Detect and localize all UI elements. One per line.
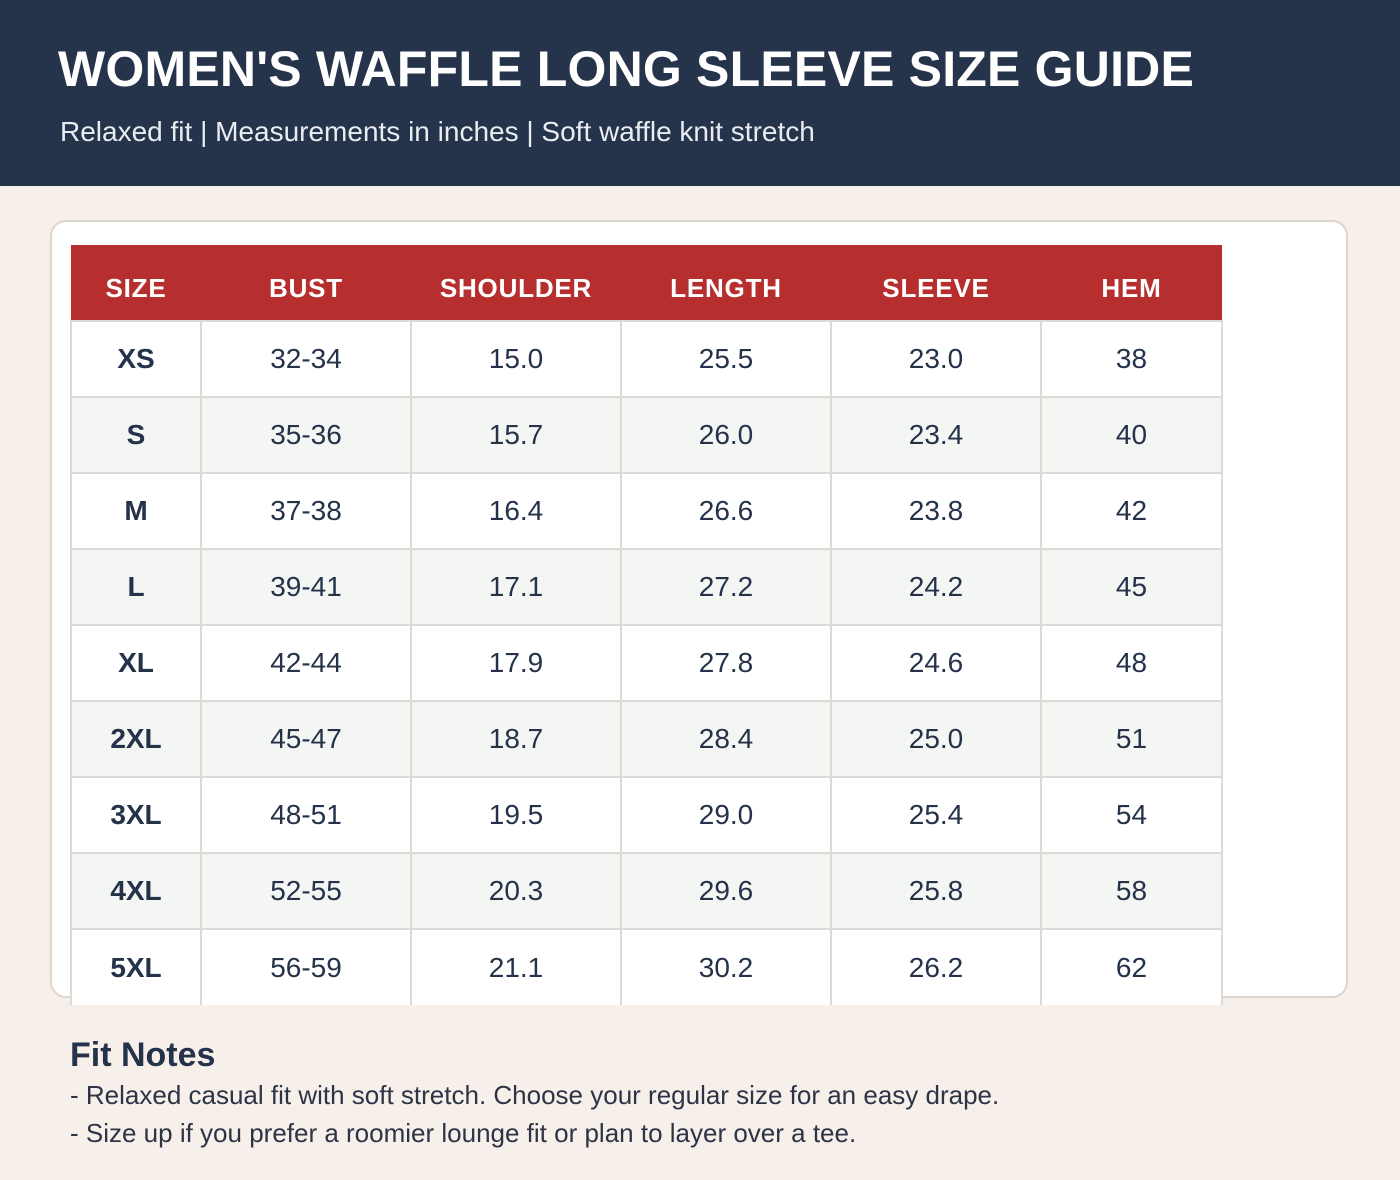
column-header-hem: HEM [1041,245,1222,321]
length-cell: 29.0 [620,776,832,854]
length-cell: 30.2 [620,928,832,1005]
bust-cell: 32-34 [200,320,412,398]
bust-cell: 56-59 [200,928,412,1005]
shoulder-cell: 18.7 [410,700,622,778]
hem-cell: 54 [1040,776,1223,854]
sleeve-cell: 24.2 [830,548,1042,626]
length-cell: 29.6 [620,852,832,930]
length-cell: 27.2 [620,548,832,626]
page-header: WOMEN'S WAFFLE LONG SLEEVE SIZE GUIDE Re… [0,0,1400,186]
hem-cell: 62 [1040,928,1223,1005]
sleeve-cell: 25.8 [830,852,1042,930]
column-header-bust: BUST [201,245,411,321]
hem-cell: 51 [1040,700,1223,778]
table-row: S 35-36 15.7 26.0 23.4 40 [70,396,1223,474]
size-cell: 3XL [70,776,202,854]
sleeve-cell: 25.4 [830,776,1042,854]
length-cell: 26.0 [620,396,832,474]
column-header-sleeve: SLEEVE [831,245,1041,321]
table-header-row: SIZE BUST SHOULDER LENGTH SLEEVE HEM [71,245,1222,321]
table-row: M 37-38 16.4 26.6 23.8 42 [70,472,1223,550]
bust-cell: 37-38 [200,472,412,550]
size-cell: XS [70,320,202,398]
size-cell: 5XL [70,928,202,1005]
fit-notes-title: Fit Notes [70,1036,216,1074]
hem-cell: 45 [1040,548,1223,626]
column-header-shoulder: SHOULDER [411,245,621,321]
hem-cell: 40 [1040,396,1223,474]
length-cell: 28.4 [620,700,832,778]
size-cell: L [70,548,202,626]
table-row: XL 42-44 17.9 27.8 24.6 48 [70,624,1223,702]
sleeve-cell: 23.8 [830,472,1042,550]
bust-cell: 48-51 [200,776,412,854]
bust-cell: 52-55 [200,852,412,930]
size-cell: XL [70,624,202,702]
fit-note-line: - Size up if you prefer a roomier lounge… [70,1118,857,1148]
shoulder-cell: 19.5 [410,776,622,854]
hem-cell: 38 [1040,320,1223,398]
fit-note-line: - Relaxed casual fit with soft stretch. … [70,1080,1000,1110]
size-cell: M [70,472,202,550]
length-cell: 25.5 [620,320,832,398]
table-row: 2XL 45-47 18.7 28.4 25.0 51 [70,700,1223,778]
hem-cell: 42 [1040,472,1223,550]
table-row: XS 32-34 15.0 25.5 23.0 38 [70,320,1223,398]
shoulder-cell: 21.1 [410,928,622,1005]
sleeve-cell: 26.2 [830,928,1042,1005]
fit-notes: Fit Notes - Relaxed casual fit with soft… [70,1034,1330,1152]
hem-cell: 58 [1040,852,1223,930]
shoulder-cell: 16.4 [410,472,622,550]
table-row: 3XL 48-51 19.5 29.0 25.4 54 [70,776,1223,854]
shoulder-cell: 17.9 [410,624,622,702]
shoulder-cell: 15.0 [410,320,622,398]
size-cell: S [70,396,202,474]
column-header-length: LENGTH [621,245,831,321]
length-cell: 27.8 [620,624,832,702]
sleeve-cell: 23.0 [830,320,1042,398]
sleeve-cell: 24.6 [830,624,1042,702]
sleeve-cell: 23.4 [830,396,1042,474]
shoulder-cell: 20.3 [410,852,622,930]
shoulder-cell: 15.7 [410,396,622,474]
bust-cell: 39-41 [200,548,412,626]
sleeve-cell: 25.0 [830,700,1042,778]
table-row: L 39-41 17.1 27.2 24.2 45 [70,548,1223,626]
column-header-size: SIZE [71,245,201,321]
length-cell: 26.6 [620,472,832,550]
page-subtitle: Relaxed fit | Measurements in inches | S… [60,116,815,147]
page-title: WOMEN'S WAFFLE LONG SLEEVE SIZE GUIDE [58,41,1195,97]
bust-cell: 35-36 [200,396,412,474]
shoulder-cell: 17.1 [410,548,622,626]
size-chart-table: SIZE BUST SHOULDER LENGTH SLEEVE HEM XS … [70,245,1223,1005]
size-cell: 4XL [70,852,202,930]
bust-cell: 42-44 [200,624,412,702]
size-cell: 2XL [70,700,202,778]
table-row: 5XL 56-59 21.1 30.2 26.2 62 [70,928,1223,1005]
bust-cell: 45-47 [200,700,412,778]
table-row: 4XL 52-55 20.3 29.6 25.8 58 [70,852,1223,930]
hem-cell: 48 [1040,624,1223,702]
